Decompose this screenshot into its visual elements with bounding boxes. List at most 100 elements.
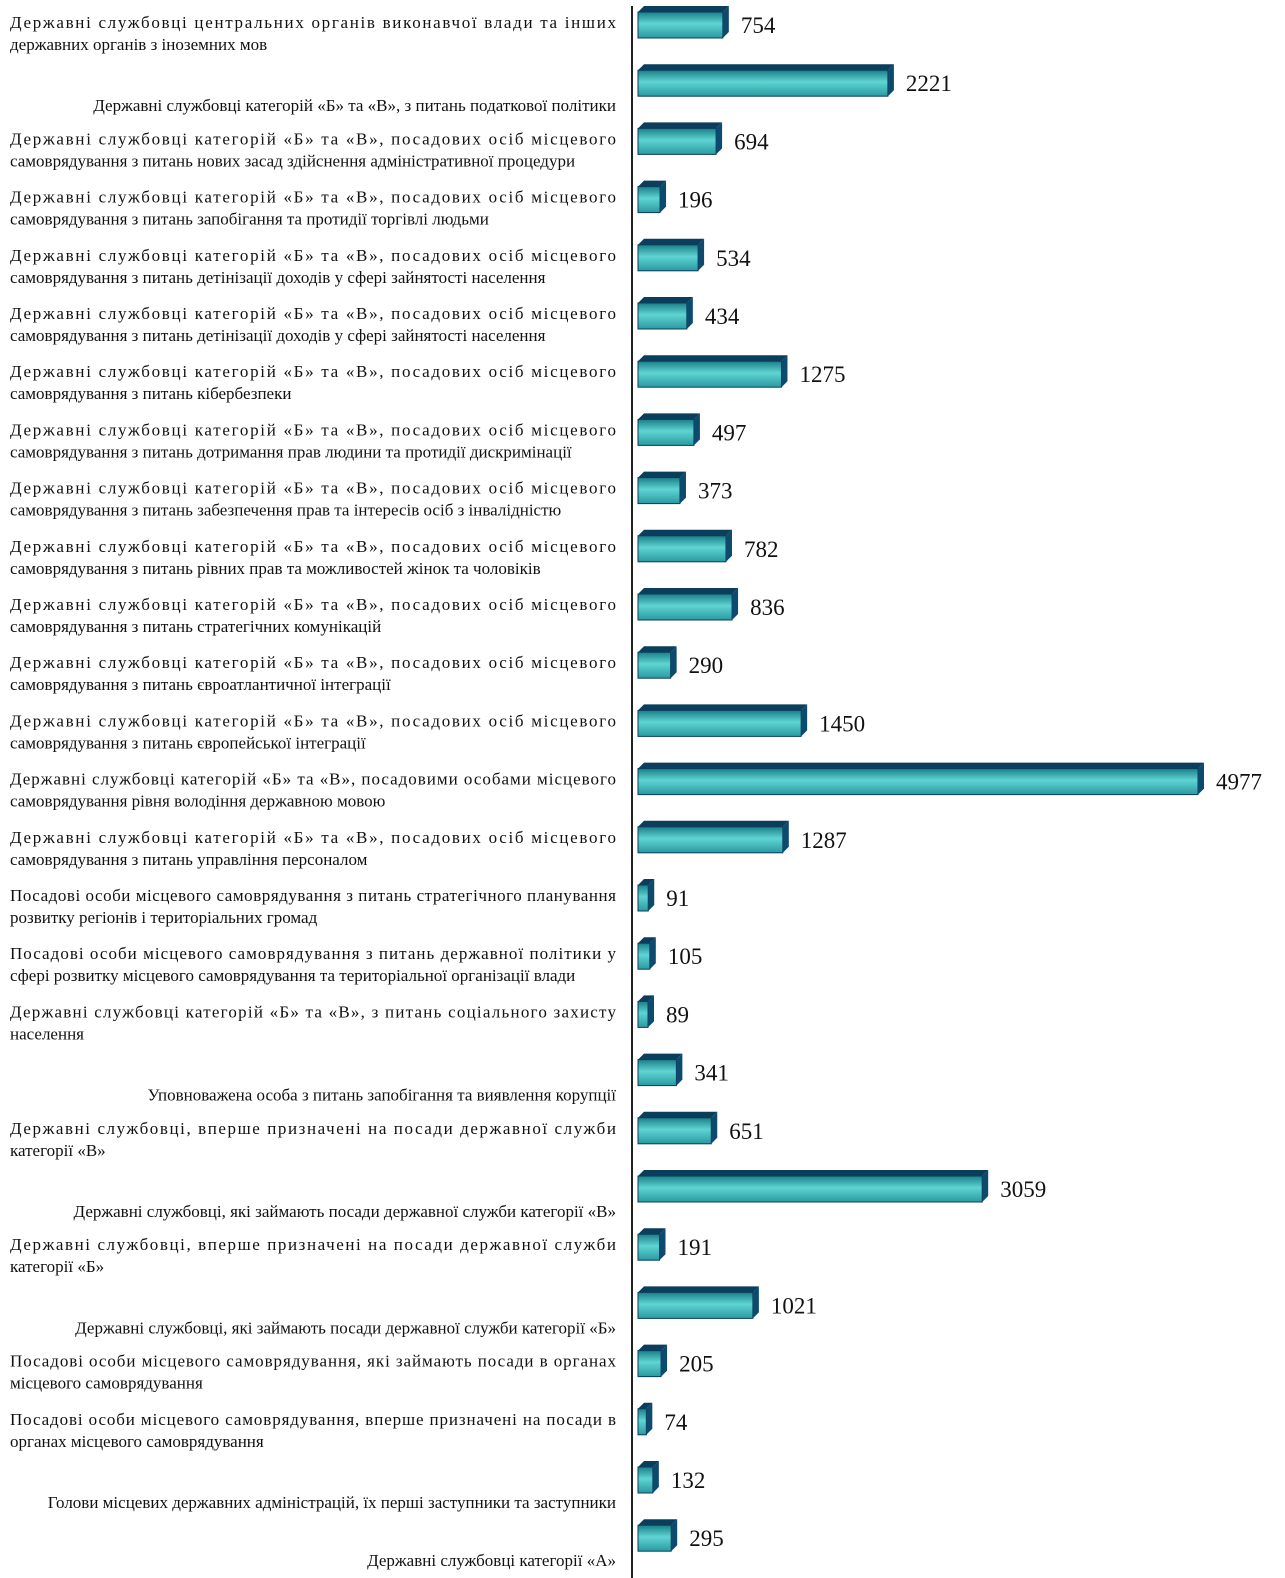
category-label: самоврядування з питань нових засад здій… [10,151,575,170]
category-label: органах місцевого самоврядування [10,1432,264,1451]
value-label: 295 [689,1526,724,1551]
bar [637,6,729,39]
category-label: Голови місцевих державних адміністрацій,… [48,1493,616,1512]
value-label: 651 [729,1119,764,1144]
bar [637,704,808,737]
bar [637,646,677,679]
category-label: Державні службовці категорій «Б» та «В»,… [10,770,616,789]
bar [637,762,1204,796]
bar [637,413,700,446]
category-label: самоврядування з питань управління персо… [10,850,368,869]
category-label: Державні службовці категорій «Б» та «В»,… [10,479,616,498]
value-label: 196 [678,188,713,213]
category-label: Посадові особи місцевого самоврядування,… [10,1410,616,1429]
value-label: 89 [666,1002,689,1027]
bar [637,471,686,505]
value-label: 434 [705,304,740,329]
category-label: Державні службовці, які займають посади … [75,1318,616,1337]
value-label: 1287 [801,828,847,853]
category-label: Посадові особи місцевого самоврядування,… [10,1352,616,1371]
value-label: 754 [741,13,776,38]
value-label: 2221 [906,71,952,96]
value-labels: 754 2221 694 196 534 434 1275 497 373 782 836 290 14… [664,13,1262,1551]
category-label: Державні службовці центральних органів в… [10,13,617,32]
category-label: місцевого самоврядування [10,1374,203,1393]
value-label: 191 [677,1235,712,1260]
category-label: Державні службовці категорій «Б» та «В»,… [10,129,616,148]
category-label: самоврядування з питань європейської інт… [10,733,366,752]
bar [637,995,655,1028]
value-label: 782 [744,537,779,562]
bar [637,1519,678,1552]
bar [637,529,732,563]
category-label: Державні службовці категорій «Б» та «В»,… [10,304,616,323]
category-label: самоврядування з питань рівних прав та м… [10,559,541,578]
category-label: Державні службовці категорій «Б» та «В»,… [10,828,616,847]
category-label: Державні службовці, вперше призначені на… [10,1235,616,1254]
category-label: Посадові особи місцевого самоврядування … [10,944,617,963]
value-label: 105 [668,944,703,969]
bar [637,588,739,621]
value-label: 205 [679,1352,714,1377]
category-label: самоврядування з питань євроатлантичної … [10,675,391,694]
bar [637,180,667,214]
bar [637,820,789,854]
category-label: Державні службовці категорії «А» [367,1551,616,1570]
category-label: самоврядування з питань запобігання та п… [10,210,489,229]
category-label: самоврядування з питань забезпечення пра… [10,501,562,520]
bar [637,238,705,272]
value-label: 1021 [771,1293,817,1318]
bar [637,122,723,155]
bar [637,937,656,970]
bar [637,64,894,97]
category-label: самоврядування з питань детінізації дохо… [10,326,546,345]
category-label: самоврядування з питань детінізації дохо… [10,268,546,287]
value-label: 497 [712,420,747,445]
bars [637,6,1204,1552]
category-label: Державні службовці категорій «Б» та «В»,… [10,1002,617,1021]
value-label: 132 [671,1468,706,1493]
bar [637,1461,659,1494]
bar [637,1111,718,1145]
category-label: Посадові особи місцевого самоврядування … [10,886,616,905]
value-label: 74 [664,1410,688,1435]
category-label: розвитку регіонів і територіальних грома… [10,908,318,927]
category-label: Державні службовці категорій «Б» та «В»,… [93,96,616,115]
value-label: 91 [666,886,689,911]
category-label: Державні службовці категорій «Б» та «В»,… [10,537,616,556]
value-label: 836 [750,595,785,620]
category-label: категорії «В» [10,1141,106,1160]
value-label: 4977 [1216,770,1262,795]
category-label: державних органів з іноземних мов [10,35,267,54]
bar [637,297,693,330]
bar [637,1344,668,1378]
category-label: Державні службовці категорій «Б» та «В»,… [10,711,616,730]
category-label: Державні службовці, вперше призначені на… [10,1119,616,1138]
category-label: Державні службовці, які займають посади … [74,1202,616,1221]
bar [637,1286,759,1319]
category-label: Державні службовці категорій «Б» та «В»,… [10,653,616,672]
value-label: 1450 [819,711,865,736]
value-label: 373 [698,479,733,504]
category-label: Державні службовці категорій «Б» та «В»,… [10,246,616,265]
bar [637,1228,666,1261]
category-label: самоврядування з питань стратегічних ком… [10,617,381,636]
category-label: самоврядування з питань кібербезпеки [10,384,291,403]
category-label: населення [10,1024,84,1043]
category-label: Державні службовці категорій «Б» та «В»,… [10,362,616,381]
bar [637,1053,683,1087]
category-label: сфері розвитку місцевого самоврядування … [10,966,575,985]
bar [637,1402,653,1436]
value-label: 1275 [799,362,845,387]
value-label: 341 [694,1061,729,1086]
bar [637,355,788,388]
category-label: Державні службовці категорій «Б» та «В»,… [10,595,616,614]
bar [637,1170,989,1203]
category-label: самоврядування рівня володіння державною… [10,792,386,811]
value-label: 534 [716,246,751,271]
category-label: Державні службовці категорій «Б» та «В»,… [10,420,616,439]
value-label: 3059 [1000,1177,1046,1202]
value-label: 694 [734,129,769,154]
category-label: Уповноважена особа з питань запобігання … [147,1086,616,1105]
